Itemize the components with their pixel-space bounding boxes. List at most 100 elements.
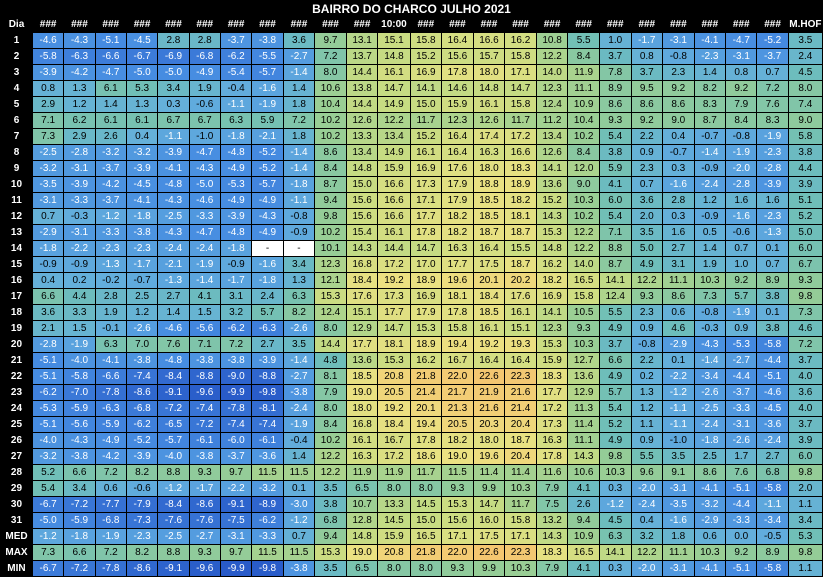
- temperature-cell: 14.9: [377, 144, 411, 161]
- temperature-cell: -4.1: [693, 32, 727, 49]
- temperature-cell: 17.6: [345, 288, 379, 305]
- temperature-cell: 10.3: [693, 272, 727, 289]
- temperature-cell: -1.8: [125, 208, 159, 225]
- monthly-value-cell: 5.8: [787, 128, 823, 145]
- temperature-cell: -8.6: [188, 496, 221, 513]
- temperature-cell: -6.0: [219, 432, 253, 449]
- temperature-cell: 15.5: [504, 240, 537, 257]
- temperature-cell: 1.4: [282, 80, 316, 97]
- temperature-cell: 15.0: [345, 176, 379, 193]
- temperature-cell: -2.2: [219, 480, 253, 497]
- temperature-cell: -1.6: [251, 256, 284, 273]
- temperature-cell: 15.3: [409, 320, 443, 337]
- temperature-cell: 1.9: [188, 80, 221, 97]
- temperature-cell: -7.4: [219, 416, 253, 433]
- temperature-cell: 20.4: [504, 416, 537, 433]
- temperature-cell: -0.8: [282, 208, 316, 225]
- temperature-cell: 13.1: [345, 32, 379, 49]
- temperature-cell: 18.9: [409, 272, 443, 289]
- temperature-cell: 3.8: [756, 320, 789, 337]
- temperature-cell: -8.9: [251, 496, 284, 513]
- temperature-cell: -3.1: [662, 480, 695, 497]
- temperature-cell: 16.5: [567, 272, 600, 289]
- day-number: 4: [0, 80, 33, 97]
- temperature-cell: 9.2: [725, 544, 758, 561]
- temperature-cell: 0.9: [630, 432, 664, 449]
- temperature-cell: -3.9: [219, 208, 253, 225]
- temperature-cell: 14.1: [535, 304, 569, 321]
- temperature-cell: -0.9: [31, 256, 65, 273]
- temperature-cell: 21.6: [504, 384, 537, 401]
- temperature-cell: 8.4: [725, 112, 758, 129]
- temperature-cell: 10.3: [567, 192, 600, 209]
- temperature-cell: 14.3: [535, 528, 569, 545]
- day-number: 21: [0, 352, 33, 369]
- temperature-cell: -1.8: [251, 272, 284, 289]
- temperature-cell: 18.2: [441, 432, 474, 449]
- table-row: 29 5.4 3.4 0.6 -0.6 -1.2 -1.7 -2.2 -3.2 0.1 3.5 6.5…: [0, 480, 823, 497]
- temperature-cell: 9.3: [567, 320, 600, 337]
- monthly-value-cell: 7.3: [787, 304, 823, 321]
- temperature-cell: 0.5: [693, 224, 727, 241]
- temperature-cell: 3.8: [314, 496, 347, 513]
- temperature-cell: -1.9: [251, 96, 284, 113]
- temperature-cell: -6.8: [94, 512, 127, 529]
- temperature-cell: 15.8: [504, 96, 537, 113]
- temperature-cell: -3.1: [63, 160, 96, 177]
- temperature-cell: 5.5: [598, 304, 632, 321]
- monthly-value-cell: 3.8: [787, 144, 823, 161]
- temperature-cell: 18.0: [472, 160, 506, 177]
- temperature-cell: 6.7: [188, 112, 221, 129]
- temperature-cell: 14.6: [441, 80, 474, 97]
- temperature-cell: -2.0: [630, 480, 664, 497]
- temperature-cell: 7.9: [535, 560, 569, 577]
- temperature-cell: -0.7: [693, 128, 727, 145]
- temperature-cell: 2.2: [630, 352, 664, 369]
- table-row: 31 -5.0 -5.9 -6.8 -7.3 -7.6 -7.6 -7.5 -6.2 -1.2 6.…: [0, 512, 823, 529]
- temperature-cell: 15.3: [535, 336, 569, 353]
- temperature-cell: -2.4: [693, 176, 727, 193]
- temperature-cell: -3.2: [693, 496, 727, 513]
- temperature-cell: -5.1: [31, 416, 65, 433]
- monthly-value-cell: 2.0: [787, 480, 823, 497]
- temperature-cell: 0.6: [662, 304, 695, 321]
- temperature-cell: -3.7: [94, 192, 127, 209]
- temperature-cell: 15.0: [409, 96, 443, 113]
- day-number: 1: [0, 32, 33, 49]
- temperature-cell: -9.6: [188, 560, 221, 577]
- temperature-cell: -6.3: [251, 320, 284, 337]
- temperature-cell: -5.0: [31, 512, 65, 529]
- temperature-cell: 8.4: [314, 160, 347, 177]
- temperature-cell: 20.3: [472, 416, 506, 433]
- temperature-cell: 11.4: [567, 416, 600, 433]
- temperature-cell: 10.3: [567, 336, 600, 353]
- table-row: 18 3.6 3.3 1.9 1.2 1.4 1.5 3.2 5.7 8.2 12.4 15.1 17.…: [0, 304, 823, 321]
- temperature-cell: 22.0: [441, 368, 474, 385]
- temperature-cell: 9.3: [188, 464, 221, 481]
- hour-column-header: ###: [441, 16, 474, 33]
- temperature-cell: -3.6: [251, 448, 284, 465]
- temperature-cell: -8.8: [251, 368, 284, 385]
- temperature-cell: 0.9: [725, 320, 758, 337]
- temperature-cell: 0.7: [756, 256, 789, 273]
- temperature-cell: 12.2: [630, 272, 664, 289]
- table-row: 19 2.1 1.5 -0.1 -2.6 -4.6 -5.6 -6.2 -6.3 -2.6 8.0 1…: [0, 320, 823, 337]
- temperature-cell: 0.8: [630, 48, 664, 65]
- day-number: 28: [0, 464, 33, 481]
- temperature-cell: -3.0: [282, 496, 316, 513]
- temperature-cell: -1.4: [693, 352, 727, 369]
- temperature-cell: -7.6: [157, 512, 190, 529]
- day-number: 30: [0, 496, 33, 513]
- temperature-cell: -5.3: [725, 336, 758, 353]
- temperature-cell: 17.8: [409, 432, 443, 449]
- temperature-cell: 9.0: [567, 176, 600, 193]
- temperature-cell: 15.8: [441, 320, 474, 337]
- temperature-cell: 12.2: [567, 224, 600, 241]
- temperature-cell: 5.7: [251, 304, 284, 321]
- temperature-cell: 10.3: [504, 560, 537, 577]
- temperature-cell: 9.7: [219, 464, 253, 481]
- temperature-cell: 12.4: [598, 288, 632, 305]
- monthly-value-cell: 4.4: [787, 160, 823, 177]
- temperature-cell: -2.7: [725, 352, 758, 369]
- temperature-cell: 16.1: [377, 224, 411, 241]
